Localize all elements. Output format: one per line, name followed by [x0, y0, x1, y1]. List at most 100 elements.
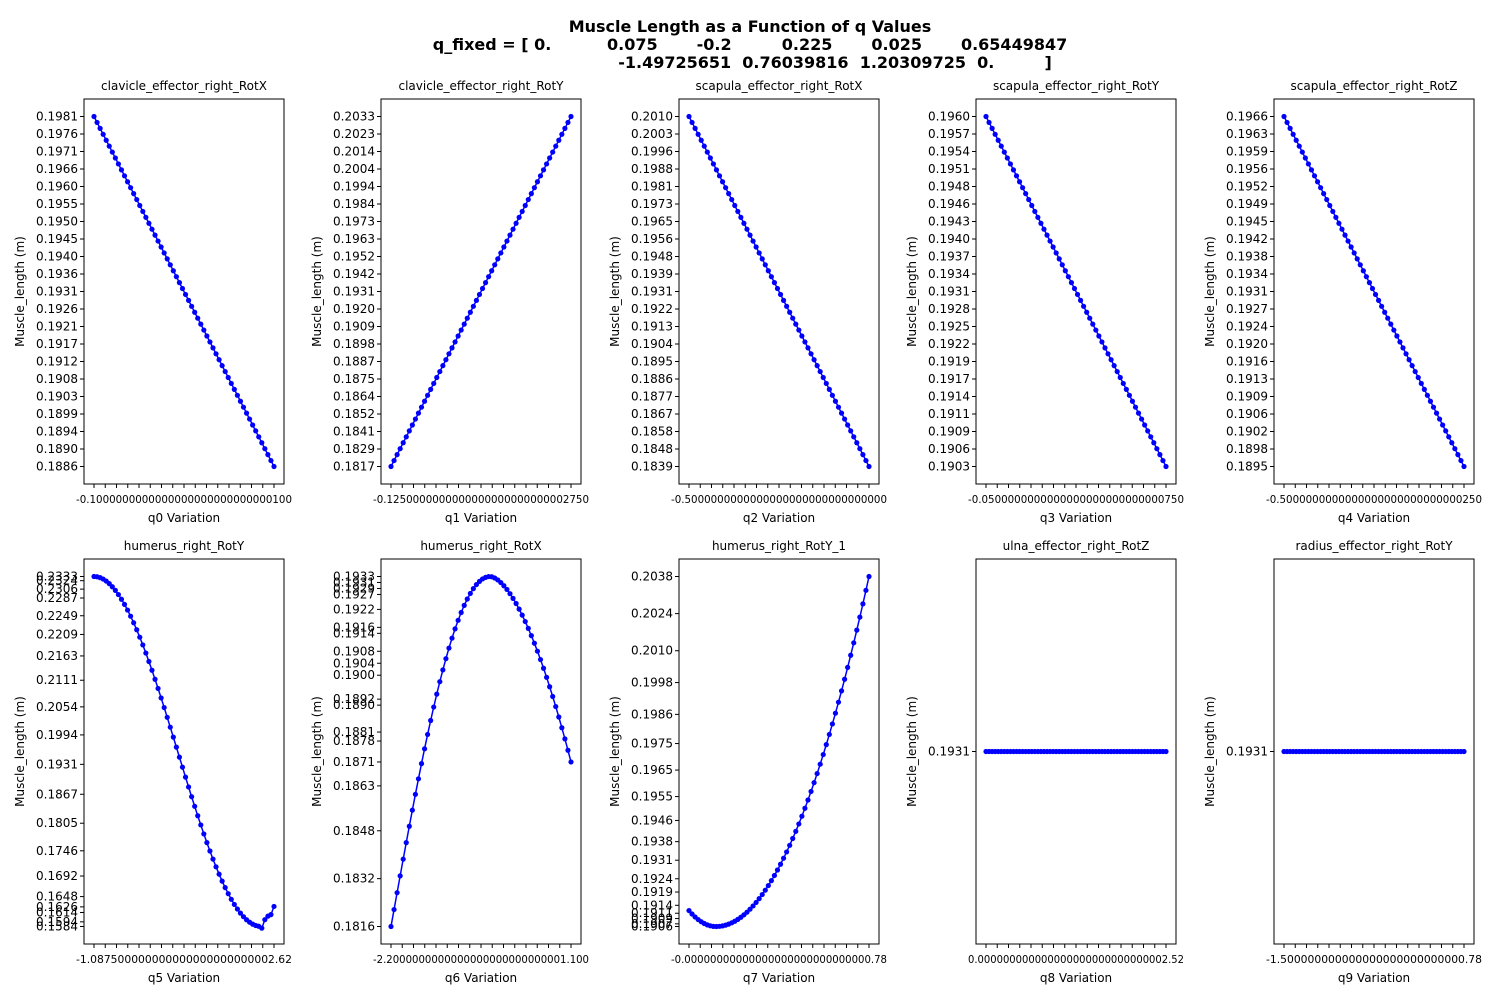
data-point	[179, 764, 186, 770]
y-tick-label: 0.1906	[1226, 407, 1268, 421]
y-tick-label: 0.1948	[631, 250, 673, 264]
data-point	[854, 627, 860, 633]
data-point	[1321, 191, 1327, 197]
data-point	[403, 434, 409, 440]
data-point	[406, 823, 412, 829]
data-point	[777, 291, 784, 298]
data-point	[109, 149, 115, 155]
axes-frame	[83, 558, 285, 945]
y-tick-label: 0.1931	[333, 285, 375, 299]
y-tick-label: 0.1692	[36, 869, 78, 883]
data-point	[473, 297, 480, 303]
y-tick-label: 0.1928	[928, 302, 970, 316]
data-point	[134, 196, 140, 203]
data-point	[1379, 303, 1385, 309]
data-point	[406, 428, 412, 434]
y-tick-label: 0.1895	[631, 355, 673, 369]
data-point	[243, 410, 250, 416]
data-point	[729, 196, 735, 203]
y-tick-label: 0.1886	[631, 372, 673, 386]
data-point	[768, 878, 774, 884]
data-point	[1394, 333, 1400, 339]
data-point	[464, 315, 470, 321]
y-tick-label: 0.1973	[631, 197, 673, 211]
y-tick-label: 0.1966	[36, 162, 78, 176]
data-point	[568, 113, 574, 120]
data-point	[158, 695, 164, 701]
data-point	[562, 736, 568, 742]
y-tick-label: 0.1938	[631, 835, 673, 849]
data-point	[796, 327, 802, 333]
data-point	[1421, 386, 1427, 392]
subplot-title: clavicle_effector_right_RotX	[101, 79, 267, 93]
data-point	[802, 339, 808, 345]
data-point	[1369, 285, 1376, 292]
data-point	[1154, 446, 1160, 452]
y-tick-label: 0.1955	[36, 197, 78, 211]
data-point	[516, 214, 522, 220]
data-point	[1126, 392, 1132, 398]
y-tick-label: 0.1931	[631, 853, 673, 867]
data-point	[185, 784, 192, 790]
data-point	[464, 596, 470, 602]
data-point	[531, 185, 537, 191]
y-tick-label: 0.1988	[631, 162, 673, 176]
y-tick-label: 0.1940	[36, 250, 78, 264]
y-tick-label: 0.1863	[333, 779, 375, 793]
data-point	[486, 274, 492, 280]
data-point	[1348, 244, 1354, 250]
data-point	[91, 113, 97, 120]
data-point	[1415, 374, 1421, 381]
data-point	[195, 813, 201, 819]
y-tick-label: 0.2163	[36, 649, 78, 663]
data-point	[149, 667, 155, 673]
data-point	[528, 191, 534, 197]
data-point	[470, 303, 476, 309]
data-point	[759, 891, 765, 898]
data-point	[391, 906, 397, 913]
data-point	[476, 291, 483, 298]
data-point	[525, 625, 531, 631]
y-tick-label: 0.1919	[631, 885, 673, 899]
y-tick-label: 0.1949	[1226, 197, 1268, 211]
y-tick-label: 0.1904	[631, 337, 673, 351]
data-point	[989, 125, 995, 131]
y-tick-label: 0.1906	[928, 442, 970, 456]
y-axis-label: Muscle_length (m)	[13, 236, 27, 347]
data-point	[259, 925, 265, 931]
data-point	[179, 285, 186, 292]
data-point	[1357, 262, 1363, 268]
data-point	[1120, 380, 1126, 387]
data-point	[799, 813, 805, 819]
y-tick-label: 0.2287	[36, 591, 78, 605]
y-tick-label: 0.1898	[333, 337, 375, 351]
data-point	[510, 226, 516, 232]
y-tick-label: 0.2038	[631, 570, 673, 584]
data-point	[992, 131, 998, 137]
y-tick-label: 0.1908	[333, 644, 375, 658]
data-point	[1433, 410, 1440, 416]
data-point	[173, 744, 179, 750]
data-point	[1059, 262, 1065, 268]
data-point	[820, 374, 826, 381]
data-point	[556, 137, 562, 143]
data-point	[412, 416, 419, 422]
data-point	[1160, 457, 1166, 464]
data-point	[537, 173, 544, 179]
y-tick-label: 0.1894	[36, 425, 78, 439]
data-point	[1074, 291, 1081, 298]
data-point	[1424, 392, 1430, 398]
y-tick-label: 0.1986	[631, 707, 673, 721]
data-point	[207, 848, 213, 854]
data-point	[741, 220, 747, 226]
y-tick-label: 0.1922	[928, 337, 970, 351]
data-point	[189, 303, 195, 309]
data-point	[1452, 446, 1458, 452]
data-point	[246, 416, 253, 422]
data-point	[841, 676, 848, 682]
data-point	[440, 363, 446, 369]
subplot-0: clavicle_effector_right_RotX 0.1981 0.1976…	[13, 79, 292, 525]
data-point	[513, 220, 519, 226]
subplot-9: radius_effector_right_RotY 0.1931 -1.50000…	[1203, 539, 1482, 985]
data-point	[534, 179, 541, 185]
